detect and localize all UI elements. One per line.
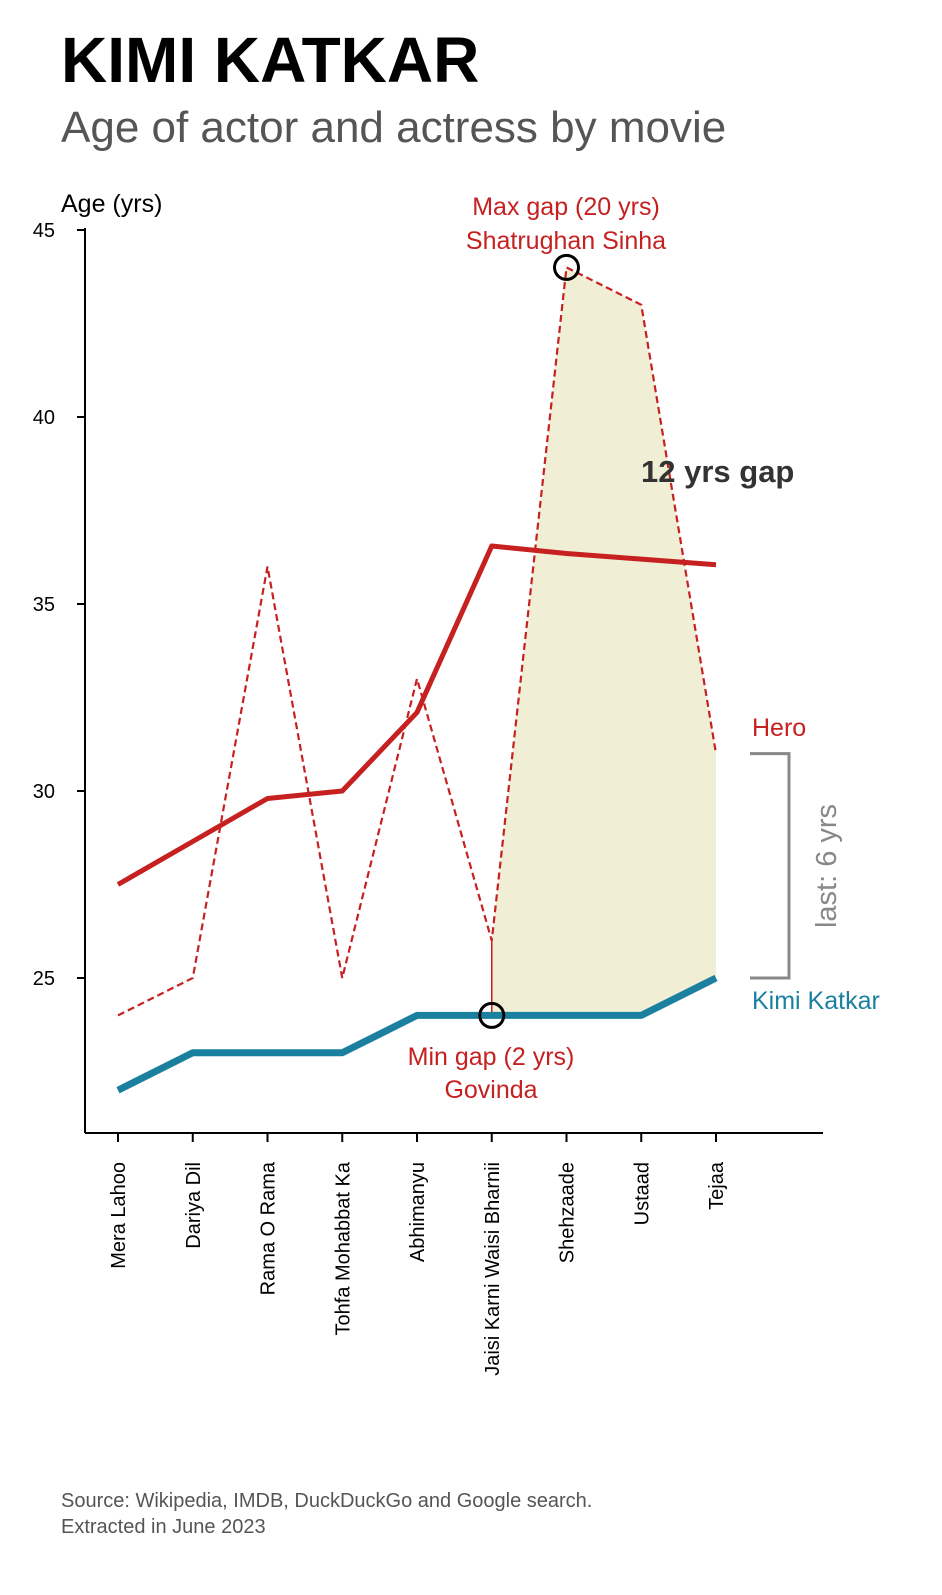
hero-age-line	[117, 265, 718, 1017]
max-gap-annotation-line2: Shatrughan Sinha	[466, 227, 666, 255]
max-gap-marker	[553, 253, 580, 281]
x-tick-label: Tohfa Mohabbat Ka	[332, 1161, 354, 1335]
last-gap-bracket	[750, 752, 791, 980]
gap-shade	[491, 267, 716, 1016]
min-gap-annotation-line2: Govinda	[444, 1076, 537, 1104]
min-gap-marker	[478, 1001, 506, 1029]
y-tick-label: 30	[33, 781, 55, 803]
x-tick-label: Dariya Dil	[183, 1162, 205, 1249]
source-note: Source: Wikipedia, IMDB, DuckDuckGo and …	[61, 1490, 592, 1512]
extraction-note: Extracted in June 2023	[61, 1516, 266, 1538]
x-tick-label: Tejaa	[706, 1161, 728, 1210]
max-gap-annotation-line1: Max gap (20 yrs)	[472, 193, 660, 221]
kimi-katkar-label: Kimi Katkar	[752, 987, 880, 1015]
chart-title: KIMI KATKAR	[61, 24, 479, 96]
series-layer	[116, 265, 718, 1094]
x-tick-label: Shehzaade	[557, 1162, 579, 1263]
x-tick-label: Rama O Rama	[258, 1161, 280, 1295]
kimi-katkar-age-line	[116, 974, 718, 1094]
y-tick-label: 25	[33, 968, 55, 990]
gap-shade-layer	[491, 267, 716, 1016]
y-axis-label: Age (yrs)	[61, 190, 162, 218]
x-tick-label: Abhimanyu	[407, 1162, 429, 1262]
annotation-layer	[478, 253, 791, 1029]
x-tick-label: Jaisi Karni Waisi Bharnii	[482, 1162, 504, 1376]
axes-layer: 25 30 35 40 45 Mera Lahoo Dariya Dil Rama O Ram…	[33, 220, 823, 1376]
gap-annotation: 12 yrs gap	[641, 454, 794, 489]
y-tick-label: 45	[33, 220, 55, 242]
y-tick-label: 35	[33, 594, 55, 616]
x-tick-label: Ustaad	[631, 1162, 653, 1225]
last-gap-annotation: last: 6 yrs	[811, 804, 843, 928]
hero-label: Hero	[752, 714, 806, 742]
hero-trend-line	[116, 543, 717, 887]
min-gap-annotation-line1: Min gap (2 yrs)	[408, 1043, 575, 1071]
y-tick-label: 40	[33, 407, 55, 429]
chart-subtitle: Age of actor and actress by movie	[61, 103, 726, 152]
x-tick-label: Mera Lahoo	[108, 1162, 130, 1269]
